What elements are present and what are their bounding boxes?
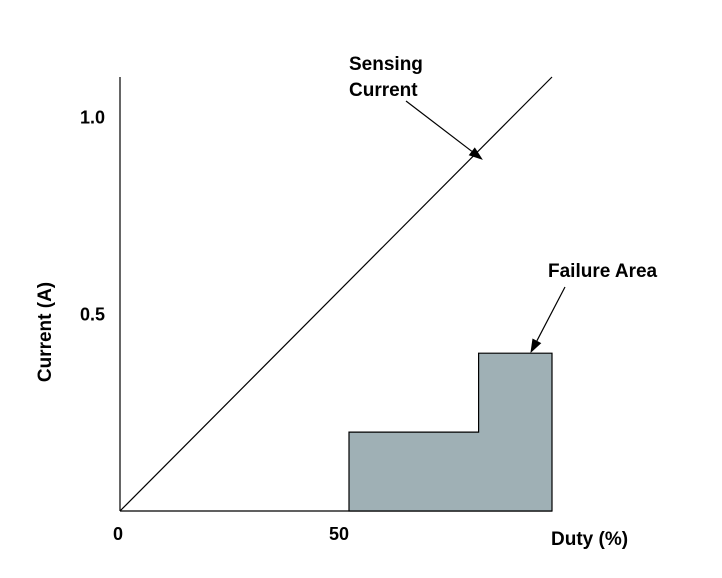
sensing-current-label-line1: Sensing — [349, 54, 423, 75]
y-tick-label: 0.5 — [80, 305, 105, 325]
failure-area-region — [348, 352, 553, 512]
x-tick-label: 0 — [113, 524, 123, 544]
x-axis-label: Duty (%) — [551, 529, 628, 550]
y-tick-label: 1.0 — [80, 108, 105, 128]
failure-area-arrow — [530, 286, 566, 354]
sensing-current-annotation: Sensing Current — [349, 54, 423, 101]
x-tick-label: 50 — [329, 524, 349, 544]
failure-area-annotation: Failure Area — [548, 261, 658, 282]
failure-area-layer — [348, 352, 553, 512]
sensing-current-label-line2: Current — [349, 80, 418, 101]
tick-labels: 0 50 0.5 1.0 — [80, 108, 349, 545]
sensing-current-layer — [119, 76, 553, 512]
failure-area-label: Failure Area — [548, 261, 658, 282]
y-axis-label: Current (A) — [35, 282, 56, 382]
sensing-current-line — [119, 76, 553, 512]
annotation-arrows — [405, 100, 566, 354]
sensing-current-arrow — [405, 100, 483, 160]
